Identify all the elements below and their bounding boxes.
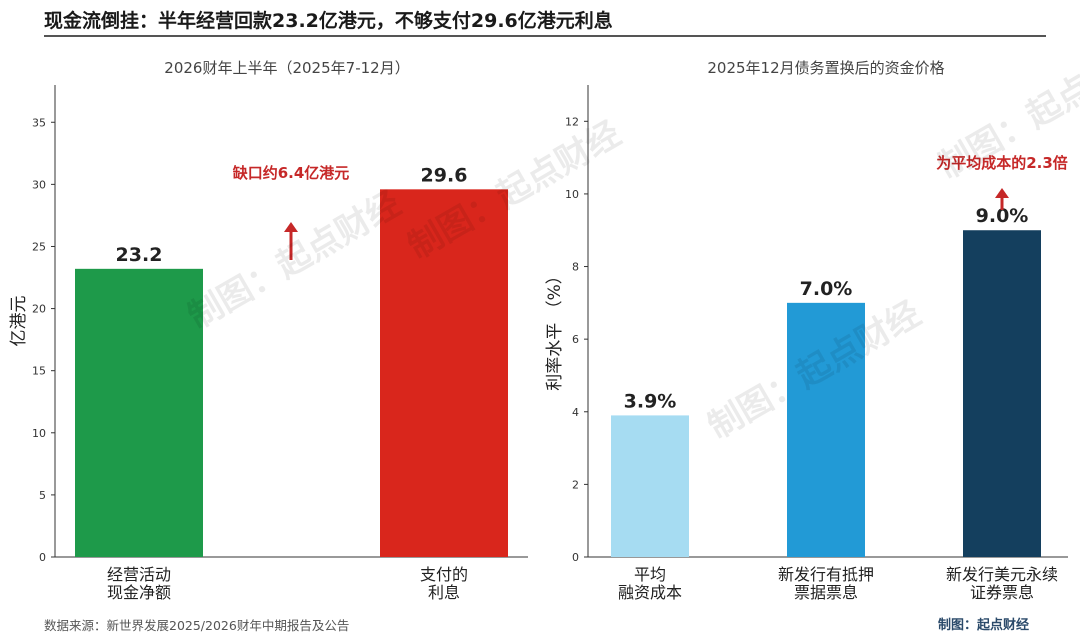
chart-2-bar-3 — [963, 230, 1041, 557]
chart-2-category-label-2: 票据票息 — [794, 583, 858, 602]
chart-1-category-label-1: 经营活动 — [107, 565, 171, 584]
chart-canvas: 2026财年上半年（2025年7-12月）05101520253035亿港元23… — [9, 34, 1080, 602]
chart-1-title: 2026财年上半年（2025年7-12月） — [164, 59, 409, 77]
chart-1-category-label-2: 支付的 — [420, 565, 468, 584]
chart-credit: 制图：起点财经 — [938, 618, 1030, 633]
chart-1-category-label-2: 利息 — [428, 583, 460, 602]
chart-2-title: 2025年12月债务置换后的资金价格 — [707, 59, 944, 77]
chart-2-category-label-1: 融资成本 — [618, 583, 682, 602]
page-title: 现金流倒挂：半年经营回款23.2亿港元，不够支付29.6亿港元利息 — [44, 10, 613, 32]
chart-2-y-tick-label: 6 — [572, 333, 579, 346]
chart-2-value-label-2: 7.0% — [800, 278, 853, 300]
chart-2-category-label-3: 证券票息 — [970, 583, 1034, 602]
chart-1-y-tick-label: 20 — [32, 303, 46, 316]
chart-2-y-tick-label: 4 — [572, 406, 579, 419]
data-source: 数据来源：新世界发展2025/2026财年中期报告及公告 — [44, 618, 350, 633]
chart-2-bar-2 — [787, 302, 865, 557]
chart-2-category-label-3: 新发行美元永续 — [946, 565, 1058, 584]
chart-2-value-label-3: 9.0% — [976, 205, 1029, 227]
watermark-text: 制图：起点财经 — [181, 184, 407, 338]
chart-1-y-tick-label: 10 — [32, 427, 46, 440]
chart-2-annotation-arrowhead — [995, 188, 1009, 198]
chart-1-y-label: 亿港元 — [9, 296, 29, 347]
chart-1-y-tick-label: 30 — [32, 178, 46, 191]
chart-1-y-tick-label: 25 — [32, 240, 46, 253]
chart-2-category-label-1: 平均 — [634, 565, 666, 584]
chart-1-y-tick-label: 0 — [39, 551, 46, 564]
chart-1-bar-2 — [380, 189, 508, 557]
chart-1-annotation: 缺口约6.4亿港元 — [232, 164, 350, 182]
chart-1-value-label-1: 23.2 — [116, 244, 163, 266]
chart-2-y-tick-label: 8 — [572, 261, 579, 274]
chart-2-y-tick-label: 10 — [565, 188, 579, 201]
chart-1-category-label-1: 现金净额 — [107, 583, 171, 602]
chart-2-annotation: 为平均成本的2.3倍 — [936, 154, 1068, 172]
chart-1-annotation-arrowhead — [284, 222, 298, 232]
chart-1-value-label-2: 29.6 — [421, 164, 468, 186]
chart-1-y-tick-label: 5 — [39, 489, 46, 502]
chart-2-value-label-1: 3.9% — [624, 390, 677, 412]
chart-2-y-tick-label: 2 — [572, 478, 579, 491]
chart-2-y-tick-label: 12 — [565, 115, 579, 128]
chart-1-y-tick-label: 15 — [32, 365, 46, 378]
chart-1-bar-1 — [75, 268, 203, 557]
chart-2-y-label: 利率水平 （%） — [545, 267, 565, 391]
chart-2-bar-1 — [611, 415, 689, 557]
title-divider — [44, 35, 1046, 37]
chart-2-category-label-2: 新发行有抵押 — [778, 565, 874, 584]
chart-2-y-tick-label: 0 — [572, 551, 579, 564]
chart-1-y-tick-label: 35 — [32, 116, 46, 129]
